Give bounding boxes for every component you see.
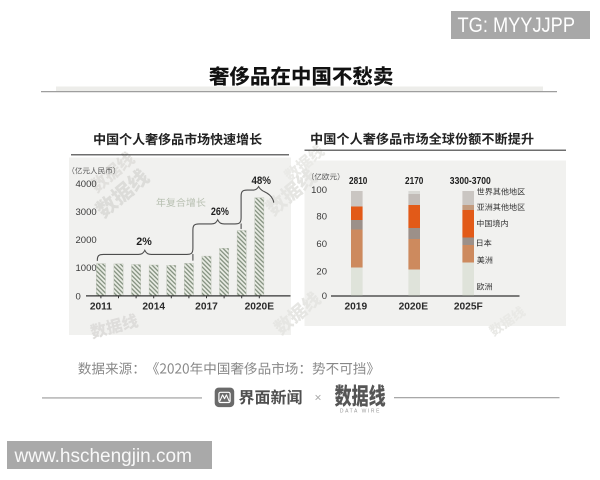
- svg-text:2017: 2017: [195, 301, 218, 312]
- svg-text:2%: 2%: [136, 236, 152, 248]
- svg-text:100: 100: [311, 185, 327, 196]
- svg-text:0: 0: [322, 291, 327, 302]
- svg-text:0: 0: [76, 291, 81, 302]
- svg-text:2020E: 2020E: [399, 301, 429, 312]
- svg-text:2020E: 2020E: [245, 301, 275, 312]
- svg-text:2011: 2011: [90, 301, 112, 312]
- svg-text:2170: 2170: [405, 175, 423, 187]
- svg-text:TG: MYYJJPP: TG: MYYJJPP: [458, 14, 576, 37]
- svg-text:20: 20: [316, 267, 327, 278]
- svg-text:1000: 1000: [76, 263, 97, 274]
- svg-text:3000: 3000: [76, 207, 97, 218]
- svg-text:4000: 4000: [76, 179, 97, 190]
- svg-text:DATA WIRE: DATA WIRE: [340, 408, 381, 414]
- svg-text:26%: 26%: [211, 206, 229, 218]
- svg-text:80: 80: [316, 212, 327, 223]
- svg-text:2000: 2000: [76, 235, 97, 246]
- svg-text:www.hschengjin.com: www.hschengjin.com: [14, 446, 192, 467]
- svg-text:3300-3700: 3300-3700: [450, 175, 491, 187]
- svg-text:×: ×: [314, 390, 321, 404]
- svg-text:48%: 48%: [251, 175, 271, 187]
- svg-text:2019: 2019: [344, 301, 367, 312]
- svg-text:2025F: 2025F: [454, 301, 483, 312]
- svg-text:2810: 2810: [349, 175, 367, 187]
- svg-text:2014: 2014: [142, 301, 165, 312]
- svg-text:60: 60: [316, 239, 327, 250]
